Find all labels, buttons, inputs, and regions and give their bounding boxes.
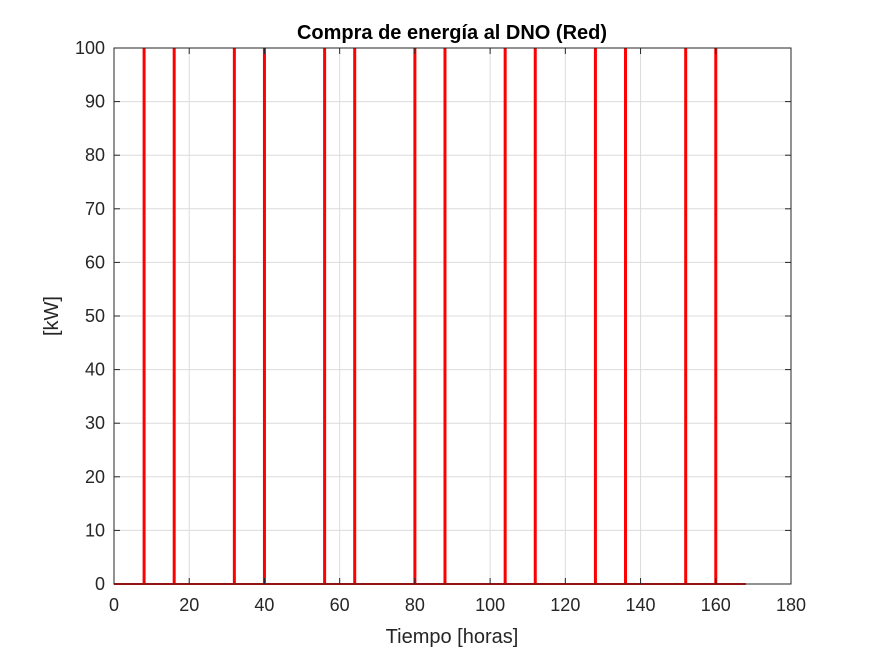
y-tick-label: 100	[75, 38, 105, 58]
y-tick-label: 90	[85, 92, 105, 112]
y-tick-label: 80	[85, 145, 105, 165]
y-tick-label: 30	[85, 413, 105, 433]
y-axis: 0 10 20 30 40 50 60 70 80 90 100	[75, 38, 791, 594]
y-tick-label: 60	[85, 252, 105, 272]
y-tick-label: 70	[85, 199, 105, 219]
x-axis-label: Tiempo [horas]	[386, 626, 519, 648]
x-tick-label: 80	[405, 595, 425, 615]
x-tick-label: 0	[109, 595, 119, 615]
x-tick-label: 140	[626, 595, 656, 615]
chart-title: Compra de energía al DNO (Red)	[297, 22, 607, 44]
x-tick-label: 60	[330, 595, 350, 615]
y-axis-label: [kW]	[41, 296, 63, 336]
y-tick-label: 10	[85, 520, 105, 540]
y-tick-label: 0	[95, 574, 105, 594]
x-tick-label: 40	[254, 595, 274, 615]
y-tick-label: 20	[85, 467, 105, 487]
y-tick-label: 50	[85, 306, 105, 326]
x-tick-label: 20	[179, 595, 199, 615]
x-tick-label: 120	[550, 595, 580, 615]
x-axis: 0 20 40 60 80 100 120 140 160 180	[109, 48, 806, 615]
x-tick-label: 160	[701, 595, 731, 615]
y-tick-label: 40	[85, 360, 105, 380]
x-tick-label: 100	[475, 595, 505, 615]
x-tick-label: 180	[776, 595, 806, 615]
